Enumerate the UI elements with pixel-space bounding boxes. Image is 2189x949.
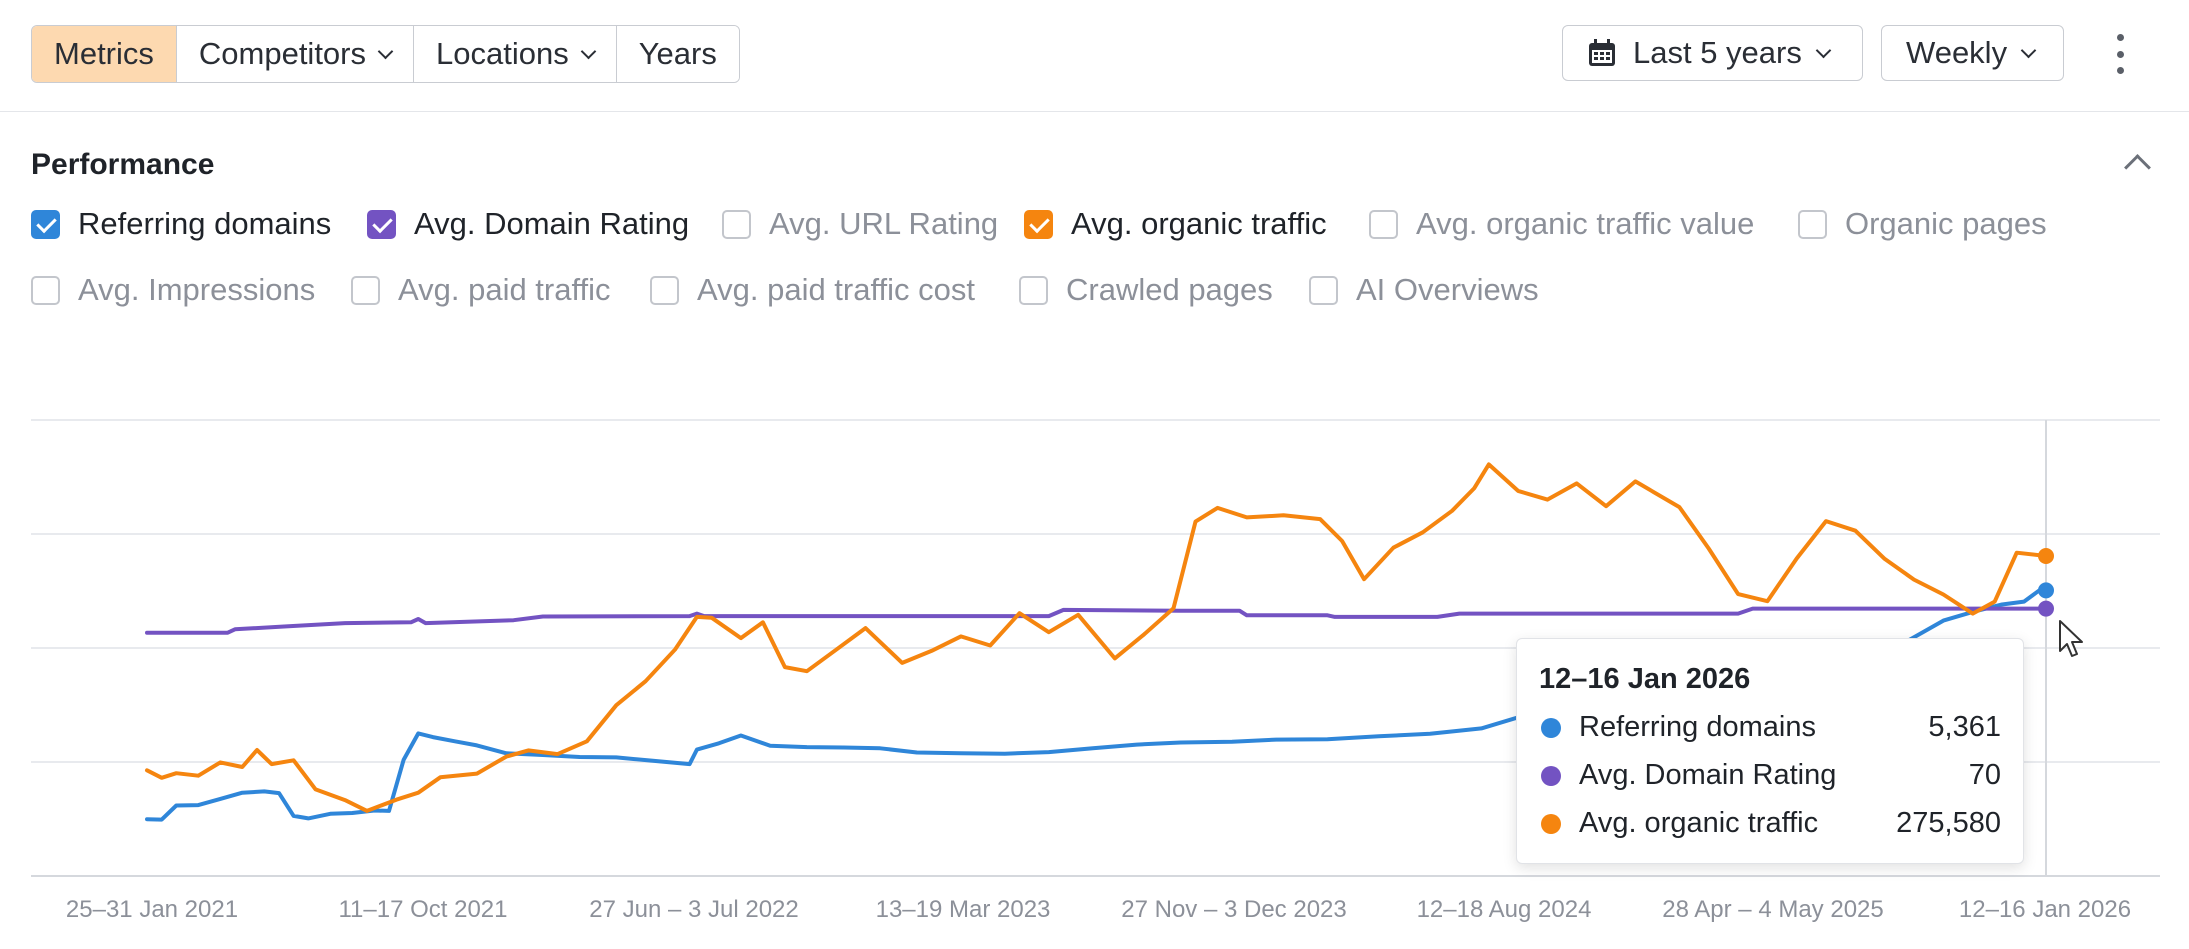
metric-checkbox[interactable]: Avg. paid traffic <box>351 272 611 308</box>
more-options-icon[interactable] <box>2108 34 2132 74</box>
metric-label: Avg. paid traffic <box>398 272 611 307</box>
metric-checkbox[interactable]: Avg. Impressions <box>31 272 315 308</box>
metric-checkbox[interactable]: Avg. organic traffic <box>1024 206 1327 242</box>
tab-metrics[interactable]: Metrics <box>32 26 177 82</box>
metric-label: Avg. Domain Rating <box>414 206 690 241</box>
tooltip-row: Avg. organic traffic 275,580 <box>1541 807 2001 840</box>
series-dot <box>1541 765 1561 786</box>
series-end-dot <box>2038 547 2054 564</box>
calendar-icon <box>1589 39 1615 66</box>
tab-years[interactable]: Years <box>616 26 739 82</box>
chevron-down-icon <box>2020 42 2037 58</box>
tooltip-series-name: Avg. Domain Rating <box>1579 759 1837 791</box>
x-tick-label: 11–17 Oct 2021 <box>338 896 507 923</box>
chevron-down-icon <box>580 43 596 59</box>
metric-checkbox[interactable]: Crawled pages <box>1019 272 1273 308</box>
checkbox-unchecked-icon <box>1309 275 1338 305</box>
checkbox-unchecked-icon <box>351 275 380 305</box>
series-end-dot <box>2038 600 2054 617</box>
tab-years-label: Years <box>638 36 717 71</box>
toolbar: Metrics Competitors Locations Years Last… <box>0 0 2189 112</box>
metric-label: Referring domains <box>78 206 332 241</box>
chevron-up-icon[interactable] <box>2124 154 2151 181</box>
series-dot <box>1541 717 1561 738</box>
tooltip-series-value: 275,580 <box>1896 807 2001 839</box>
x-tick-label: 25–31 Jan 2021 <box>66 896 238 923</box>
section-title: Performance <box>31 148 215 181</box>
x-tick-label: 28 Apr – 4 May 2025 <box>1662 896 1883 923</box>
series-line <box>145 462 2048 813</box>
metric-label: Avg. URL Rating <box>769 206 999 241</box>
tab-competitors[interactable]: Competitors <box>176 26 414 82</box>
tooltip-row: Avg. Domain Rating 70 <box>1541 759 2001 792</box>
tab-locations[interactable]: Locations <box>414 26 617 82</box>
checkbox-checked-icon <box>367 209 396 239</box>
x-tick-label: 12–16 Jan 2026 <box>1959 896 2131 923</box>
tab-competitors-label: Competitors <box>198 36 366 71</box>
tooltip-row: Referring domains 5,361 <box>1541 711 2001 744</box>
metric-checkbox[interactable]: Avg. URL Rating <box>722 206 998 242</box>
metric-label: Organic pages <box>1845 206 2047 241</box>
tooltip-series-name: Avg. organic traffic <box>1579 807 1819 839</box>
metric-checkbox[interactable]: Organic pages <box>1798 206 2047 242</box>
series-end-dot <box>2038 582 2054 599</box>
date-range-label: Last 5 years <box>1633 35 1802 70</box>
performance-chart[interactable]: 25–31 Jan 2021 11–17 Oct 2021 27 Jun – 3 J… <box>0 400 2189 949</box>
tab-metrics-label: Metrics <box>54 36 154 71</box>
metric-checkbox[interactable]: Avg. Domain Rating <box>367 206 689 242</box>
checkbox-unchecked-icon <box>1369 209 1398 239</box>
tooltip-series-name: Referring domains <box>1579 711 1816 743</box>
chevron-down-icon <box>377 43 394 59</box>
tab-locations-label: Locations <box>436 36 569 71</box>
series-dot <box>1541 813 1561 834</box>
checkbox-unchecked-icon <box>1019 275 1048 305</box>
date-range-dropdown[interactable]: Last 5 years <box>1562 25 1863 81</box>
x-tick-label: 27 Jun – 3 Jul 2022 <box>589 896 799 923</box>
x-tick-label: 27 Nov – 3 Dec 2023 <box>1121 896 1346 923</box>
tooltip-series-value: 70 <box>1968 759 2001 791</box>
checkbox-unchecked-icon <box>722 209 751 239</box>
metric-label: Avg. organic traffic <box>1071 206 1327 241</box>
metric-label: Avg. Impressions <box>78 272 316 307</box>
series-line <box>145 606 2048 635</box>
chart-tooltip: 12–16 Jan 2026 Referring domains 5,361 A… <box>1516 638 2024 864</box>
checkbox-checked-icon <box>1024 209 1053 239</box>
metric-label: Crawled pages <box>1066 272 1273 307</box>
tooltip-series-value: 5,361 <box>1928 711 2001 743</box>
metric-label: Avg. organic traffic value <box>1416 206 1755 241</box>
interval-label: Weekly <box>1906 35 2008 70</box>
metric-checkbox[interactable]: AI Overviews <box>1309 272 1539 308</box>
metric-checkbox[interactable]: Referring domains <box>31 206 331 242</box>
metric-checkbox[interactable]: Avg. paid traffic cost <box>650 272 975 308</box>
checkbox-unchecked-icon <box>650 275 679 305</box>
tooltip-date: 12–16 Jan 2026 <box>1539 663 1751 695</box>
checkbox-unchecked-icon <box>1798 209 1827 239</box>
mouse-cursor-icon <box>2059 620 2083 657</box>
metric-label: Avg. paid traffic cost <box>697 272 976 307</box>
view-tab-group: Metrics Competitors Locations Years <box>31 25 740 83</box>
x-tick-label: 12–18 Aug 2024 <box>1417 896 1592 923</box>
metric-checkbox[interactable]: Avg. organic traffic value <box>1369 206 1754 242</box>
metric-label: AI Overviews <box>1356 272 1539 307</box>
checkbox-unchecked-icon <box>31 275 60 305</box>
interval-dropdown[interactable]: Weekly <box>1881 25 2064 81</box>
chevron-down-icon <box>1815 42 1832 58</box>
x-tick-label: 13–19 Mar 2023 <box>876 896 1051 923</box>
checkbox-checked-icon <box>31 209 60 239</box>
